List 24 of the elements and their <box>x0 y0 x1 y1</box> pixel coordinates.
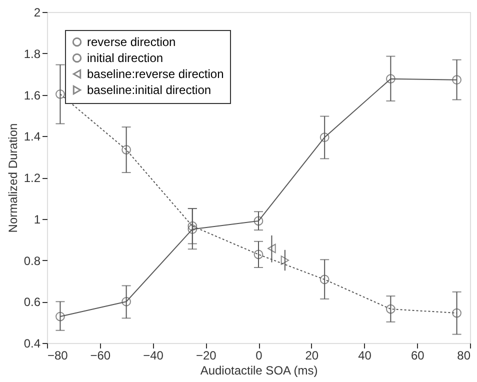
x-tick-label: 0 <box>256 348 263 362</box>
y-axis-title: Normalized Duration <box>6 123 20 233</box>
y-tick-label: 1.4 <box>24 130 41 144</box>
y-tick-label: 1.6 <box>24 88 41 102</box>
x-tick-label: 80 <box>457 348 471 362</box>
x-tick-label: 60 <box>410 348 425 362</box>
legend-label: baseline:initial direction <box>87 83 212 97</box>
y-tick-label: 1.8 <box>24 46 41 61</box>
y-tick-label: 0.6 <box>24 295 41 310</box>
x-tick-label: −80 <box>48 348 68 362</box>
x-tick-label: −20 <box>196 348 217 362</box>
y-tick-label: 1 <box>34 212 41 226</box>
legend-label: baseline:reverse direction <box>87 67 224 81</box>
x-tick-label: 40 <box>358 348 372 362</box>
legend-label: reverse direction <box>87 35 176 49</box>
x-axis-title: Audiotactile SOA (ms) <box>200 364 318 378</box>
y-tick-label: 1.2 <box>24 171 41 185</box>
x-tick-label: 20 <box>305 348 319 362</box>
y-tick-label: 0.8 <box>24 254 41 268</box>
x-tick-label: −60 <box>90 348 111 362</box>
y-tick-label: 2 <box>34 6 41 20</box>
y-tick-label: 0.4 <box>24 336 41 350</box>
x-tick-label: −40 <box>143 348 164 362</box>
legend-label: initial direction <box>87 51 164 65</box>
